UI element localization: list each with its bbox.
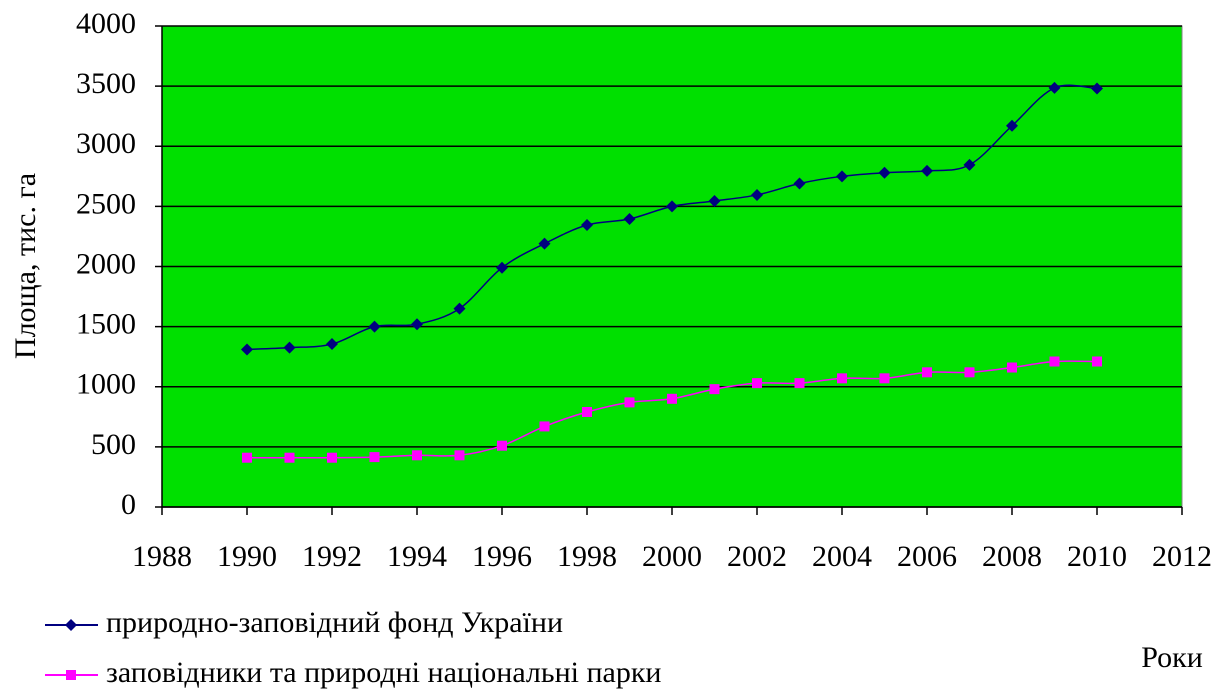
x-tick-label: 1988 <box>132 540 192 573</box>
marker <box>752 378 762 389</box>
marker <box>65 619 77 631</box>
marker <box>411 318 423 331</box>
marker <box>368 320 381 333</box>
legend-label: заповідники та природні національні парк… <box>106 656 661 689</box>
y-tick-label: 2000 <box>76 247 136 280</box>
marker <box>1091 82 1103 95</box>
marker <box>453 302 466 315</box>
x-axis-label: Роки <box>1141 641 1203 674</box>
x-tick-label: 2000 <box>642 540 702 573</box>
y-axis-label: Площа, тис. га <box>9 173 42 359</box>
marker <box>624 397 635 408</box>
marker <box>751 188 763 201</box>
marker <box>242 452 252 463</box>
marker <box>454 450 465 461</box>
marker <box>963 158 976 171</box>
marker <box>666 200 678 213</box>
x-tick-label: 2002 <box>727 540 787 573</box>
marker <box>326 338 338 351</box>
marker <box>369 452 380 463</box>
marker <box>327 452 337 463</box>
marker <box>1048 81 1061 94</box>
marker <box>709 384 720 395</box>
marker <box>66 670 76 680</box>
marker <box>922 367 932 378</box>
marker <box>538 237 551 250</box>
legend-label: природно-заповідний фонд України <box>106 606 563 639</box>
y-tick-label: 0 <box>121 488 136 521</box>
marker <box>667 393 677 404</box>
marker <box>581 219 593 232</box>
x-tick-label: 2006 <box>897 540 957 573</box>
x-tick-label: 2010 <box>1067 540 1127 573</box>
marker <box>497 440 507 451</box>
marker <box>837 373 847 384</box>
y-tick-label: 1000 <box>76 368 136 401</box>
x-tick-label: 2004 <box>812 540 872 573</box>
y-tick-label: 3500 <box>76 67 136 100</box>
y-tick-label: 3000 <box>76 127 136 160</box>
marker <box>284 452 295 463</box>
marker <box>283 341 296 354</box>
marker <box>1007 362 1017 373</box>
marker <box>708 194 721 207</box>
x-tick-label: 1990 <box>217 540 277 573</box>
marker <box>623 213 636 226</box>
marker <box>582 407 592 418</box>
x-tick-label: 2012 <box>1152 540 1212 573</box>
x-tick-label: 1992 <box>302 540 362 573</box>
marker <box>1092 356 1102 367</box>
marker <box>496 261 508 274</box>
marker <box>921 164 933 177</box>
marker <box>879 373 890 384</box>
marker <box>878 166 891 179</box>
x-tick-label: 1998 <box>557 540 617 573</box>
marker <box>794 378 805 389</box>
marker <box>836 170 848 183</box>
y-tick-label: 4000 <box>76 7 136 40</box>
marker <box>412 450 422 461</box>
marker <box>539 421 550 432</box>
x-tick-label: 1996 <box>472 540 532 573</box>
y-tick-label: 500 <box>91 428 136 461</box>
x-tick-label: 1994 <box>387 540 447 573</box>
marker <box>241 343 253 356</box>
marker <box>964 367 975 378</box>
marker <box>793 177 806 190</box>
y-tick-label: 1500 <box>76 308 136 341</box>
marker <box>1049 356 1060 367</box>
y-tick-label: 2500 <box>76 187 136 220</box>
marker <box>1006 119 1018 132</box>
x-tick-label: 2008 <box>982 540 1042 573</box>
